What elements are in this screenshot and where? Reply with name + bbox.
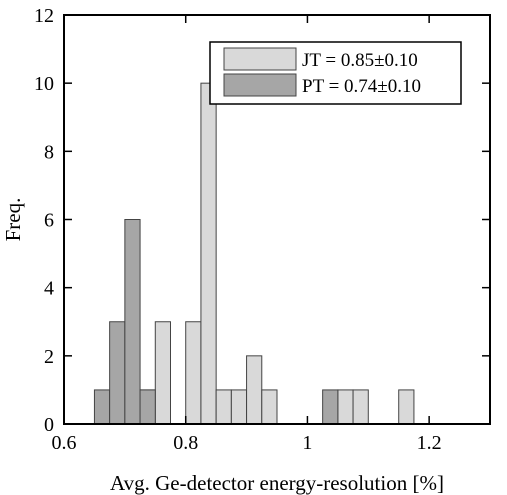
bar-pt-0 (93, 389, 111, 425)
y-tick-label: 6 (44, 210, 54, 232)
legend-swatch-1 (223, 73, 297, 97)
bar-jt-3 (185, 321, 202, 425)
y-tick-label: 12 (34, 5, 54, 27)
bar-jt-6 (230, 389, 248, 425)
x-tick-label: 1 (302, 432, 312, 454)
x-tick-label: 1.2 (417, 432, 442, 454)
bar-jt-5 (215, 389, 232, 425)
bar-pt-3 (139, 389, 156, 425)
bar-jt-10 (352, 389, 369, 425)
bar-jt-4 (200, 82, 217, 425)
y-tick-label: 4 (44, 278, 54, 300)
x-tick-label: 0.6 (52, 432, 77, 454)
bar-jt-9 (337, 389, 354, 425)
y-tick-label: 0 (44, 414, 54, 436)
legend-label-0: JT = 0.85±0.10 (302, 50, 418, 71)
y-axis-label: Freq. (1, 198, 25, 242)
legend-swatch-0 (223, 47, 297, 71)
bar-jt-2 (154, 321, 172, 425)
legend: JT = 0.85±0.10 PT = 0.74±0.10 (209, 41, 462, 105)
bar-pt-2 (124, 219, 141, 425)
x-axis-label: Avg. Ge-detector energy-resolution [%] (110, 471, 444, 495)
y-tick-label: 8 (44, 141, 54, 163)
legend-label-1: PT = 0.74±0.10 (302, 76, 421, 97)
bar-jt-8 (261, 389, 278, 425)
x-tick-label: 0.8 (173, 432, 198, 454)
y-tick-label: 2 (44, 346, 54, 368)
histogram-bars (93, 82, 415, 425)
axis-ticks: 0.6 0.8 1 1.2 0 2 4 6 8 10 12 (34, 5, 490, 454)
y-tick-label: 10 (34, 73, 54, 95)
bar-jt-7 (246, 355, 263, 425)
bar-pt-4 (322, 389, 339, 425)
bar-jt-11 (398, 389, 415, 425)
bar-pt-1 (109, 321, 126, 425)
